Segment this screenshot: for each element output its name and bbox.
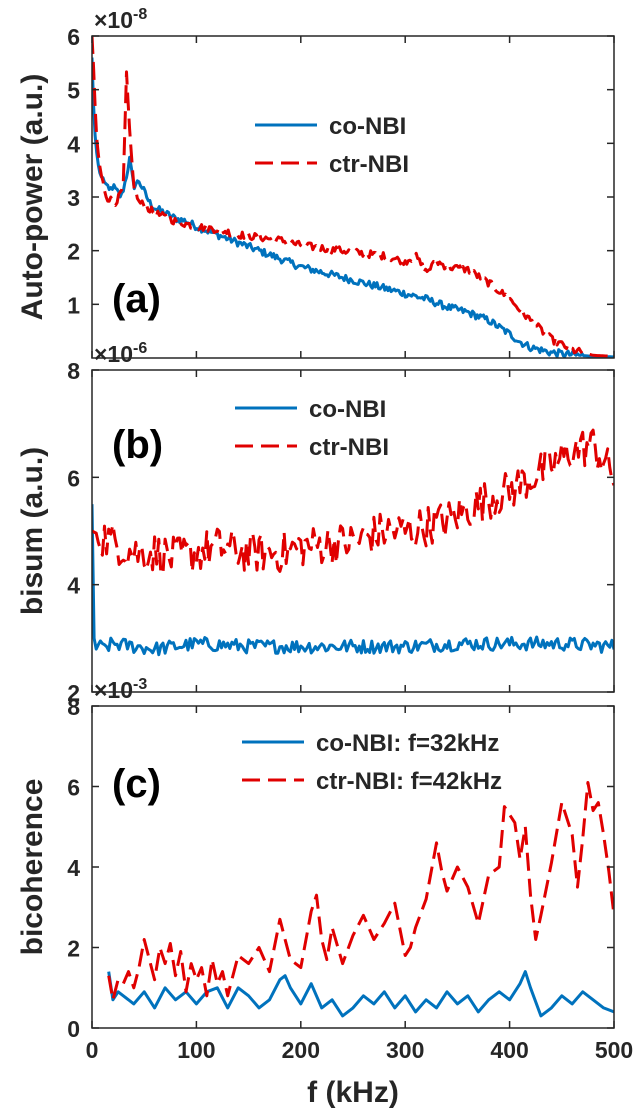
y-tick-label: 4: [67, 573, 80, 599]
x-tick-label: 400: [490, 1037, 528, 1063]
legend-label: ctr-NBI: [309, 434, 389, 461]
panel-label: (c): [112, 762, 161, 806]
series-line-ctr-nbi: [107, 781, 614, 1002]
y-exponent-power: -6: [133, 340, 147, 357]
legend-label: co-NBI: f=32kHz: [316, 730, 499, 757]
y-tick-label: 0: [67, 1016, 80, 1042]
y-tick-label: 6: [67, 775, 80, 801]
series-line-co-nbi: [92, 57, 614, 358]
y-tick-label: 6: [67, 465, 80, 491]
y-exponent-label: ×10-6: [94, 340, 147, 367]
x-tick-label: 500: [595, 1037, 633, 1063]
legend-label: ctr-NBI: f=42kHz: [316, 768, 502, 795]
chart-panel-1: 1 2 3 4 5 6 ×10-8 Auto-power (a.u.) (a) co-NBI ctr…: [16, 6, 615, 359]
panel-label: (a): [112, 277, 161, 321]
x-tick-label: 200: [282, 1037, 320, 1063]
y-tick-label: 1: [67, 292, 80, 318]
y-axis-label: bisum (a.u.): [16, 447, 49, 615]
y-tick-label: 2: [67, 936, 80, 962]
y-exponent-base: ×10: [94, 677, 133, 703]
y-axis-label: bicoherence: [16, 779, 49, 956]
y-exponent-label: ×10-8: [94, 6, 147, 33]
x-tick-label: 300: [386, 1037, 424, 1063]
x-axis-label: f (kHz): [307, 1076, 399, 1109]
legend: co-NBI ctr-NBI: [235, 396, 389, 461]
y-exponent-base: ×10: [94, 341, 133, 367]
series-line-co-nbi: [92, 504, 614, 657]
y-tick-label: 8: [67, 694, 80, 720]
y-tick-label: 3: [67, 185, 80, 211]
legend: co-NBI: f=32kHz ctr-NBI: f=42kHz: [242, 730, 502, 795]
y-tick-label: 6: [67, 24, 80, 50]
y-tick-label: 2: [67, 239, 80, 265]
y-tick-label: 4: [67, 131, 80, 157]
legend-label: co-NBI: [329, 113, 406, 140]
series-line-ctr-nbi: [92, 36, 614, 358]
chart-panel-3: 0 100 200 300 400 500 0 2 4 6 8 ×10-3 bicoherence f (…: [16, 676, 633, 1109]
y-tick-label: 5: [67, 78, 80, 104]
legend-label: co-NBI: [309, 396, 386, 423]
y-exponent-base: ×10: [94, 7, 133, 33]
legend: co-NBI ctr-NBI: [255, 113, 409, 178]
y-exponent-power: -3: [133, 676, 147, 693]
y-exponent-label: ×10-3: [94, 676, 147, 703]
plot-frame: [91, 35, 615, 359]
x-tick-label: 0: [86, 1037, 99, 1063]
y-tick-label: 4: [67, 855, 80, 881]
plot-frame: [91, 369, 615, 693]
y-exponent-power: -8: [133, 6, 147, 23]
series-line-ctr-nbi: [92, 428, 614, 576]
y-tick-label: 2: [67, 680, 80, 706]
legend-label: ctr-NBI: [329, 151, 409, 178]
series-line-co-nbi: [107, 970, 614, 1018]
panel-label: (b): [112, 423, 163, 467]
x-tick-label: 100: [177, 1037, 215, 1063]
y-tick-label: 8: [67, 358, 80, 384]
y-axis-label: Auto-power (a.u.): [16, 74, 49, 321]
